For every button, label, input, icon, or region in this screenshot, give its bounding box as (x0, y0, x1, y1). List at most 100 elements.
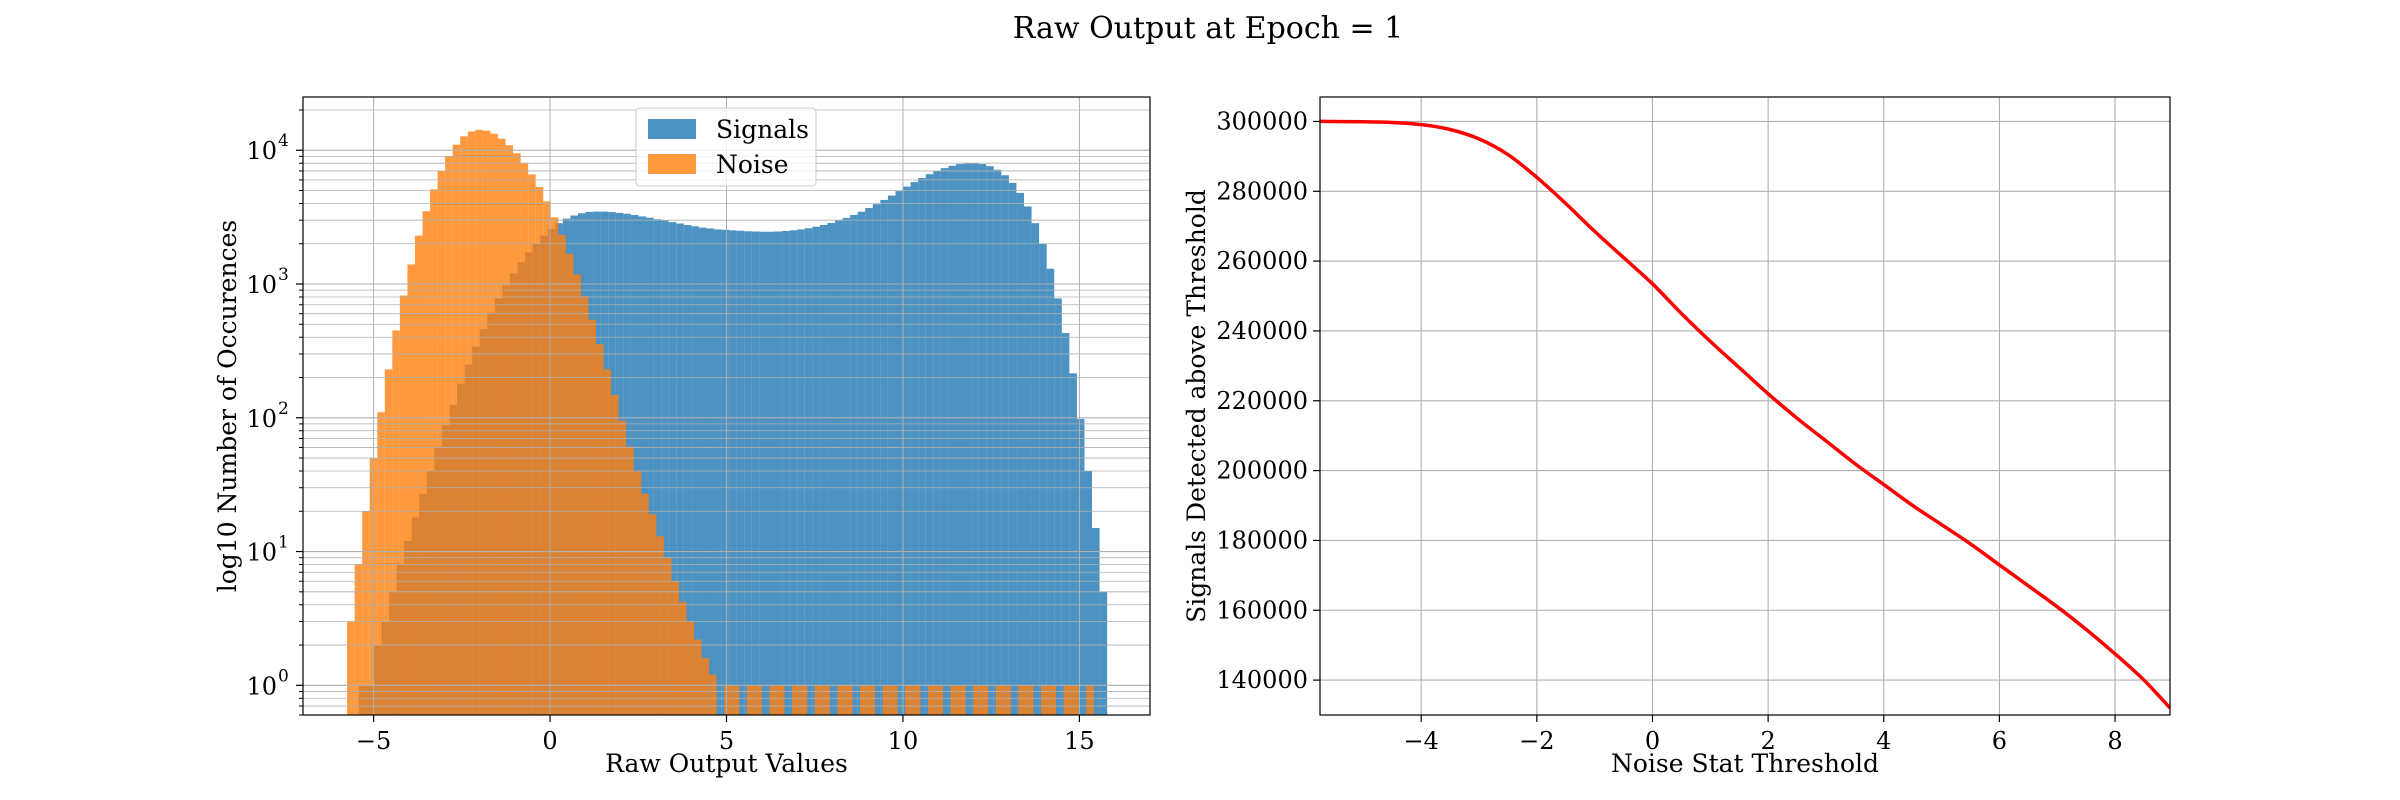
histogram-bar-noise (814, 685, 823, 715)
line-y-ticks: 140000 160000 180000 200000 220000 240000 2600… (1216, 107, 1320, 694)
histogram-legend: Signals Noise (635, 107, 817, 187)
histogram-bar-signals (653, 219, 662, 715)
histogram-bar-noise (588, 319, 596, 715)
histogram-bar-noise (754, 685, 762, 715)
histogram-bar-noise (731, 685, 740, 715)
line-y-tick-label: 200000 (1216, 457, 1308, 485)
line-x-tick-label: 2 (1760, 727, 1775, 755)
histogram-bar-noise (912, 685, 921, 715)
histogram-bar-signals (971, 163, 979, 715)
histogram-x-tick-label: −5 (356, 727, 391, 755)
histogram-y-tick-exponent: 1 (278, 533, 289, 553)
histogram-bar-signals (1001, 175, 1009, 716)
histogram-bar-signals (910, 182, 919, 716)
histogram-bar-noise (467, 131, 476, 715)
histogram-bar-noise (709, 674, 717, 715)
histogram-bar-signals (630, 214, 639, 715)
histogram-y-tick-exponent: 2 (278, 399, 289, 419)
line-y-tick-label: 220000 (1216, 387, 1308, 415)
histogram-bar-signals (661, 220, 669, 715)
line-y-tick-label: 280000 (1216, 177, 1308, 205)
histogram-bar-noise (445, 156, 453, 715)
histogram-bar-signals (804, 228, 813, 715)
histogram-bar-noise (905, 685, 913, 715)
histogram-bar-signals (880, 199, 888, 716)
histogram-bar-noise (490, 133, 498, 715)
histogram-bar-signals (744, 231, 752, 715)
histogram-bar-signals (887, 195, 896, 715)
histogram-bar-signals (857, 211, 866, 715)
histogram-bar-noise (437, 170, 446, 716)
histogram-bar-noise (558, 234, 566, 716)
histogram-bar-noise (656, 536, 664, 715)
line-x-tick-label: 4 (1876, 727, 1891, 755)
histogram-bar-signals (827, 222, 836, 716)
histogram-bar-noise (528, 174, 536, 715)
histogram-y-tick-exponent: 0 (278, 666, 289, 686)
histogram-bar-signals (1084, 471, 1093, 715)
figure-title: Raw Output at Epoch = 1 (1013, 11, 1404, 46)
histogram-bar-signals (782, 231, 790, 716)
histogram-bar-noise (890, 685, 898, 715)
histogram-bar-noise (882, 685, 891, 715)
histogram-bar-noise (1040, 685, 1049, 715)
histogram-y-tick-label: 10 (246, 271, 277, 299)
histogram-bar-noise (475, 129, 483, 716)
histogram-bar-signals (842, 217, 851, 716)
line-y-tick-label: 180000 (1216, 526, 1308, 554)
histogram-bar-signals (736, 230, 745, 716)
histogram-bar-noise (995, 685, 1004, 715)
histogram-y-tick-label: 10 (246, 137, 277, 165)
line-grid (1320, 97, 2170, 715)
histogram-bar-noise (505, 145, 514, 715)
legend-label-noise: Noise (716, 150, 789, 179)
histogram-bar-signals (955, 164, 964, 715)
histogram-bar-noise (392, 330, 400, 715)
histogram-bar-noise (347, 621, 355, 715)
histogram-bar-noise (595, 344, 604, 715)
histogram-bar-signals (895, 191, 904, 716)
legend-swatch-signals (648, 119, 696, 139)
histogram-bar-noise (565, 253, 574, 715)
histogram-bar-noise (799, 685, 808, 715)
histogram-bar-signals (759, 231, 767, 715)
histogram-x-axis-label: Raw Output Values (605, 749, 848, 778)
histogram-bar-signals (766, 231, 775, 715)
histogram-bar-signals (1046, 268, 1055, 715)
histogram-y-tick-label: 10 (246, 539, 277, 567)
histogram-bar-noise (837, 685, 845, 715)
histogram-x-tick-label: 15 (1064, 727, 1095, 755)
histogram-bar-noise (746, 685, 755, 715)
histogram-bar-noise (550, 217, 559, 715)
histogram-bar-noise (958, 685, 966, 715)
histogram-bar-signals (918, 178, 926, 715)
histogram-y-tick-exponent: 4 (278, 131, 289, 151)
line-panel: −4 −2 0 2 4 6 8 140000 160000 180000 200000 220000… (1182, 96, 2172, 778)
histogram-bar-noise (1086, 685, 1094, 715)
histogram-y-tick-exponent: 3 (278, 265, 289, 285)
histogram-bar-noise (701, 658, 710, 715)
histogram-bar-noise (633, 471, 642, 715)
histogram-bar-signals (1061, 333, 1070, 715)
histogram-bar-noise (535, 187, 544, 716)
histogram-bar-noise (1003, 685, 1011, 715)
histogram-y-tick-label: 10 (246, 672, 277, 700)
histogram-bar-noise (384, 369, 393, 715)
histogram-bar-noise (422, 211, 431, 715)
histogram-bar-noise (414, 235, 423, 716)
line-y-tick-label: 140000 (1216, 666, 1308, 694)
histogram-bar-signals (706, 228, 715, 715)
histogram-bar-signals (683, 225, 692, 715)
line-y-axis-label: Signals Detected above Threshold (1182, 189, 1211, 623)
histogram-bar-signals (948, 165, 956, 715)
histogram-bar-signals (1016, 192, 1024, 715)
histogram-bar-noise (769, 685, 777, 715)
line-y-tick-label: 160000 (1216, 596, 1308, 624)
histogram-bar-signals (1008, 182, 1017, 715)
histogram-grid (303, 97, 1150, 716)
histogram-bar-noise (927, 685, 936, 715)
line-frame (1319, 96, 2171, 716)
